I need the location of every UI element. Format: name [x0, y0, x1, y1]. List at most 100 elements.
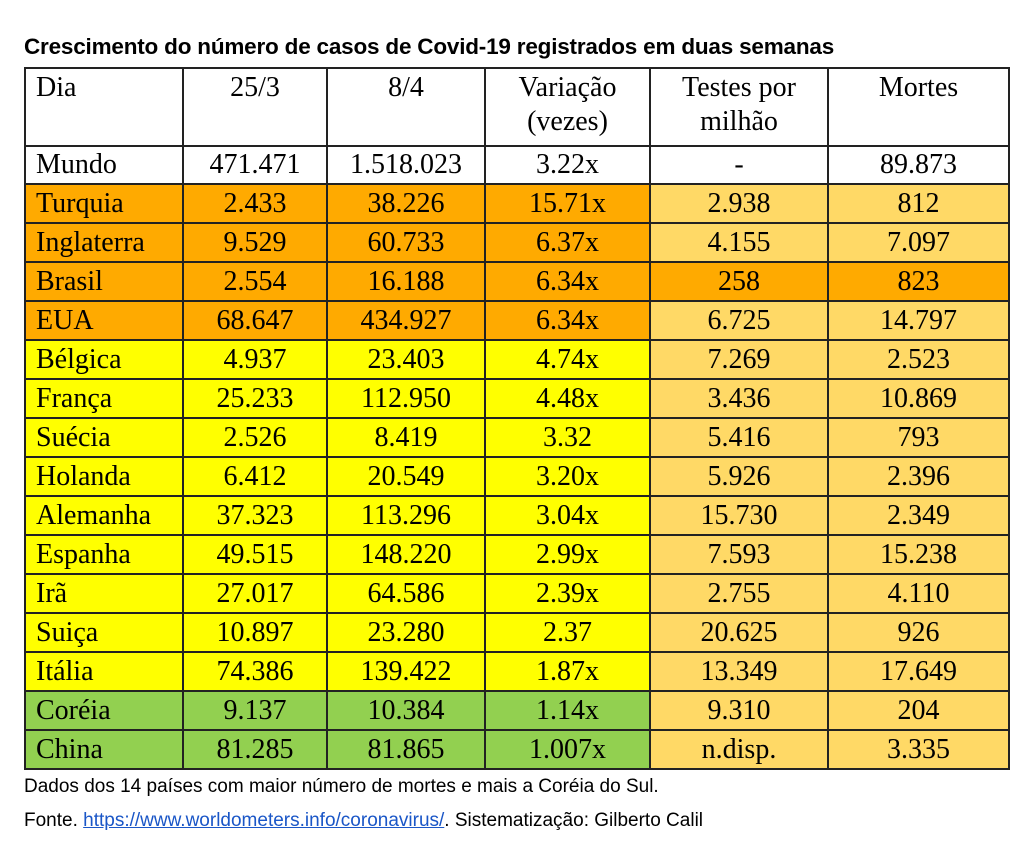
cell-tests: 4.155 [649, 222, 829, 263]
cell-country: Holanda [24, 456, 184, 497]
cell-variation: 3.32 [484, 417, 651, 458]
table-row: Turquia 2.433 38.226 15.71x 2.938 812 [24, 183, 1010, 224]
cell-variation: 2.99x [484, 534, 651, 575]
cell-cases-date-1: 81.285 [182, 729, 328, 770]
cell-cases-date-1: 471.471 [182, 145, 328, 185]
cell-deaths: 10.869 [827, 378, 1010, 419]
cell-variation: 6.34x [484, 300, 651, 341]
source-link[interactable]: https://www.worldometers.info/coronaviru… [83, 810, 445, 831]
cell-country: Irã [24, 573, 184, 614]
cell-country: Brasil [24, 261, 184, 302]
cell-tests: 6.725 [649, 300, 829, 341]
cell-tests: 5.416 [649, 417, 829, 458]
cell-variation: 6.34x [484, 261, 651, 302]
cell-cases-date-2: 81.865 [326, 729, 486, 770]
header-testes-line2: milhão [700, 106, 778, 137]
cell-cases-date-1: 27.017 [182, 573, 328, 614]
cell-country: Coréia [24, 690, 184, 731]
cell-cases-date-2: 8.419 [326, 417, 486, 458]
cell-cases-date-2: 10.384 [326, 690, 486, 731]
table-row: Itália 74.386 139.422 1.87x 13.349 17.649 [24, 651, 1010, 692]
cell-tests: 9.310 [649, 690, 829, 731]
cell-cases-date-1: 10.897 [182, 612, 328, 653]
cell-variation: 1.14x [484, 690, 651, 731]
cell-deaths: 823 [827, 261, 1010, 302]
cell-cases-date-2: 148.220 [326, 534, 486, 575]
cell-tests: 5.926 [649, 456, 829, 497]
cell-variation: 3.22x [484, 145, 651, 185]
cell-country: Suiça [24, 612, 184, 653]
cell-cases-date-1: 9.137 [182, 690, 328, 731]
footer-note: Dados dos 14 países com maior número de … [24, 776, 659, 797]
table-row: China 81.285 81.865 1.007x n.disp. 3.335 [24, 729, 1010, 770]
table-row: Suécia 2.526 8.419 3.32 5.416 793 [24, 417, 1010, 458]
cell-deaths: 812 [827, 183, 1010, 224]
world-row: Mundo 471.471 1.518.023 3.22x - 89.873 [24, 145, 1010, 185]
cell-cases-date-1: 2.526 [182, 417, 328, 458]
header-variacao-line1: Variação [518, 72, 617, 103]
cell-deaths: 89.873 [827, 145, 1010, 185]
table-row: Brasil 2.554 16.188 6.34x 258 823 [24, 261, 1010, 302]
cell-country: Itália [24, 651, 184, 692]
cell-deaths: 2.396 [827, 456, 1010, 497]
footer-credit: . Sistematização: Gilberto Calil [444, 810, 704, 831]
table-row: Inglaterra 9.529 60.733 6.37x 4.155 7.097 [24, 222, 1010, 263]
cell-country: Inglaterra [24, 222, 184, 263]
cell-cases-date-2: 16.188 [326, 261, 486, 302]
cell-tests: - [649, 145, 829, 185]
cell-country: EUA [24, 300, 184, 341]
cell-cases-date-2: 60.733 [326, 222, 486, 263]
cell-country: França [24, 378, 184, 419]
cell-cases-date-2: 20.549 [326, 456, 486, 497]
cell-deaths: 14.797 [827, 300, 1010, 341]
cell-country: Espanha [24, 534, 184, 575]
cell-tests: n.disp. [649, 729, 829, 770]
cell-deaths: 204 [827, 690, 1010, 731]
cell-tests: 3.436 [649, 378, 829, 419]
header-row: Dia 25/3 8/4 Variação (vezes) Testes por m… [24, 67, 1010, 147]
cell-deaths: 3.335 [827, 729, 1010, 770]
header-testes: Testes por milhão [649, 67, 829, 147]
table-row: EUA 68.647 434.927 6.34x 6.725 14.797 [24, 300, 1010, 341]
cell-tests: 2.755 [649, 573, 829, 614]
cell-variation: 2.37 [484, 612, 651, 653]
cell-country: Suécia [24, 417, 184, 458]
footer-source-label: Fonte. [24, 810, 84, 831]
cell-variation: 3.04x [484, 495, 651, 536]
table-row: França 25.233 112.950 4.48x 3.436 10.869 [24, 378, 1010, 419]
header-variacao: Variação (vezes) [484, 67, 651, 147]
table-row: Coréia 9.137 10.384 1.14x 9.310 204 [24, 690, 1010, 731]
header-testes-line1: Testes por [682, 72, 796, 103]
header-date-2: 8/4 [326, 67, 486, 147]
covid-table: Dia 25/3 8/4 Variação (vezes) Testes por m… [24, 67, 1010, 770]
table-row: Holanda 6.412 20.549 3.20x 5.926 2.396 [24, 456, 1010, 497]
cell-country: Mundo [24, 145, 184, 185]
cell-deaths: 7.097 [827, 222, 1010, 263]
cell-cases-date-1: 9.529 [182, 222, 328, 263]
cell-tests: 20.625 [649, 612, 829, 653]
cell-deaths: 2.349 [827, 495, 1010, 536]
cell-deaths: 926 [827, 612, 1010, 653]
cell-cases-date-2: 112.950 [326, 378, 486, 419]
cell-variation: 2.39x [484, 573, 651, 614]
cell-country: China [24, 729, 184, 770]
header-dia: Dia [24, 67, 184, 147]
table-row: Suiça 10.897 23.280 2.37 20.625 926 [24, 612, 1010, 653]
cell-cases-date-2: 434.927 [326, 300, 486, 341]
table-row: Espanha 49.515 148.220 2.99x 7.593 15.238 [24, 534, 1010, 575]
cell-deaths: 15.238 [827, 534, 1010, 575]
cell-cases-date-2: 64.586 [326, 573, 486, 614]
cell-cases-date-1: 37.323 [182, 495, 328, 536]
cell-cases-date-1: 2.433 [182, 183, 328, 224]
cell-variation: 3.20x [484, 456, 651, 497]
cell-variation: 4.48x [484, 378, 651, 419]
cell-variation: 4.74x [484, 339, 651, 380]
cell-cases-date-2: 113.296 [326, 495, 486, 536]
cell-tests: 7.269 [649, 339, 829, 380]
cell-variation: 15.71x [484, 183, 651, 224]
cell-deaths: 4.110 [827, 573, 1010, 614]
footer-source: Fonte. https://www.worldometers.info/cor… [24, 810, 703, 832]
cell-country: Bélgica [24, 339, 184, 380]
cell-deaths: 793 [827, 417, 1010, 458]
cell-tests: 7.593 [649, 534, 829, 575]
